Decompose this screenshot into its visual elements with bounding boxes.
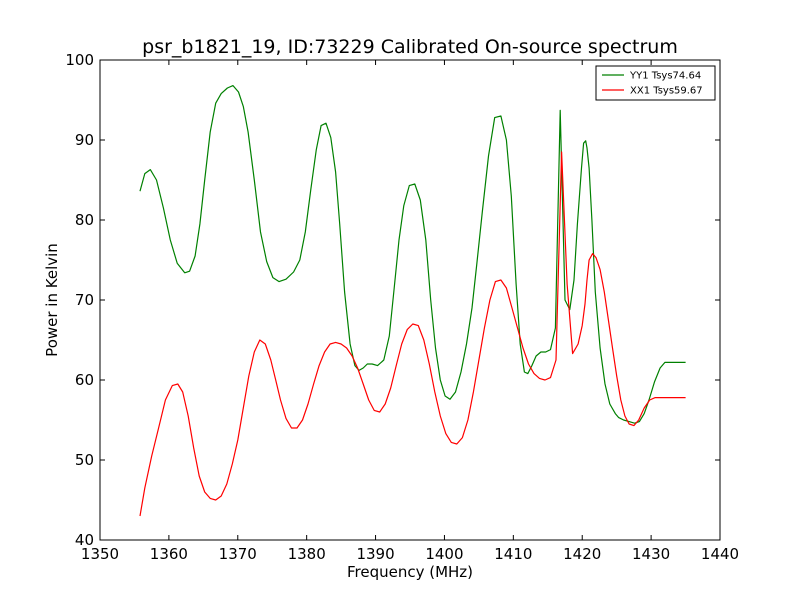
y-axis-title: Power in Kelvin [43,243,61,357]
y-tick-label: 80 [75,211,94,229]
series-line-2 [139,151,686,517]
x-tick-label: 1440 [701,545,739,563]
x-tick-label: 1370 [219,545,257,563]
x-tick-label: 1380 [288,545,326,563]
x-axis-title: Frequency (MHz) [347,563,473,581]
y-tick-label: 60 [75,371,94,389]
legend-label-1: YY1 Tsys74.64 [629,71,701,82]
y-tick-label: 90 [75,131,94,149]
y-tick-label: 100 [65,51,94,69]
x-tick-label: 1350 [81,545,119,563]
chart-title: psr_b1821_19, ID:73229 Calibrated On-sou… [142,36,678,58]
x-tick-label: 1430 [632,545,670,563]
plot-area: 1350 1360 1370 1380 1390 1400 1410 1420 1430 1440… [65,51,739,563]
x-tick-label: 1410 [494,545,532,563]
x-tick-label: 1400 [425,545,463,563]
series-line-1 [139,84,686,424]
y-tick-label: 40 [75,531,94,549]
x-tick-label: 1420 [563,545,601,563]
legend-label-2: XX1 Tsys59.67 [630,86,703,97]
y-tick-label: 50 [75,451,94,469]
x-tick-label: 1360 [150,545,188,563]
y-tick-label: 70 [75,291,94,309]
legend-box [595,65,716,101]
x-tick-label: 1390 [356,545,394,563]
legend: YY1 Tsys74.64 XX1 Tsys59.67 [595,65,716,101]
